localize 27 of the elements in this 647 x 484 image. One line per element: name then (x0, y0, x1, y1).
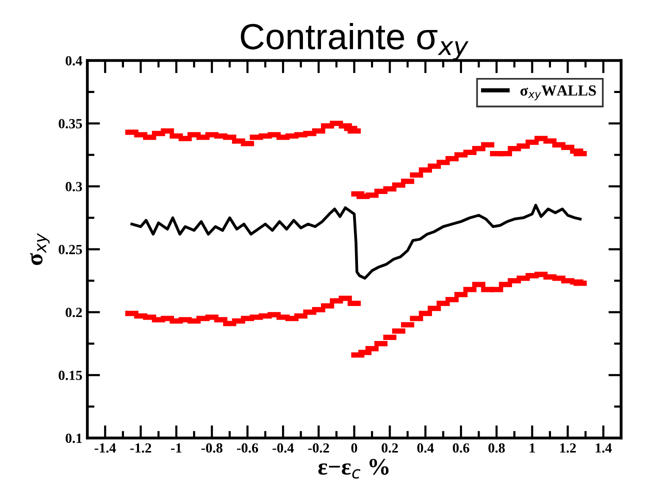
x-tick-label: 0.4 (417, 443, 434, 453)
x-tick-label: -0.4 (272, 443, 294, 453)
y-tick-label: 0.2 (66, 308, 82, 318)
x-tick-label: -1 (171, 443, 182, 453)
y-tick-label: 0.4 (66, 56, 82, 66)
x-tick-label: 0 (351, 443, 358, 453)
x-tick-label: 1 (530, 443, 535, 453)
x-tick-label: -0.6 (236, 443, 258, 453)
x-tick-label: 0.6 (452, 443, 470, 453)
legend-label: σ$_{xy}$WALLS (520, 85, 596, 100)
y-tick-label: 0.35 (58, 119, 82, 128)
x-tick-label: 1.2 (560, 443, 576, 453)
x-tick-label: -1.4 (94, 443, 116, 453)
x-tick-label: -0.2 (308, 443, 330, 453)
x-tick-label: 0.8 (488, 443, 505, 453)
chart-title: Contrainte σ$_{xy}$ (240, 22, 469, 60)
y-tick-label: 0.25 (58, 244, 82, 254)
x-axis-title: ε−ε$_{c}$ % (318, 458, 389, 479)
x-tick-label: 1.4 (596, 443, 612, 453)
y-tick-label: 0.15 (58, 370, 82, 380)
y-tick-label: 0.1 (66, 434, 82, 444)
y-tick-label: 0.3 (66, 182, 82, 192)
x-tick-label: -1.2 (130, 443, 152, 453)
x-tick-label: -0.8 (201, 443, 222, 453)
y-axis-title: σ$_{xy}$ (30, 233, 50, 266)
line-series (130, 204, 582, 280)
x-tick-label: 0.2 (382, 443, 398, 453)
